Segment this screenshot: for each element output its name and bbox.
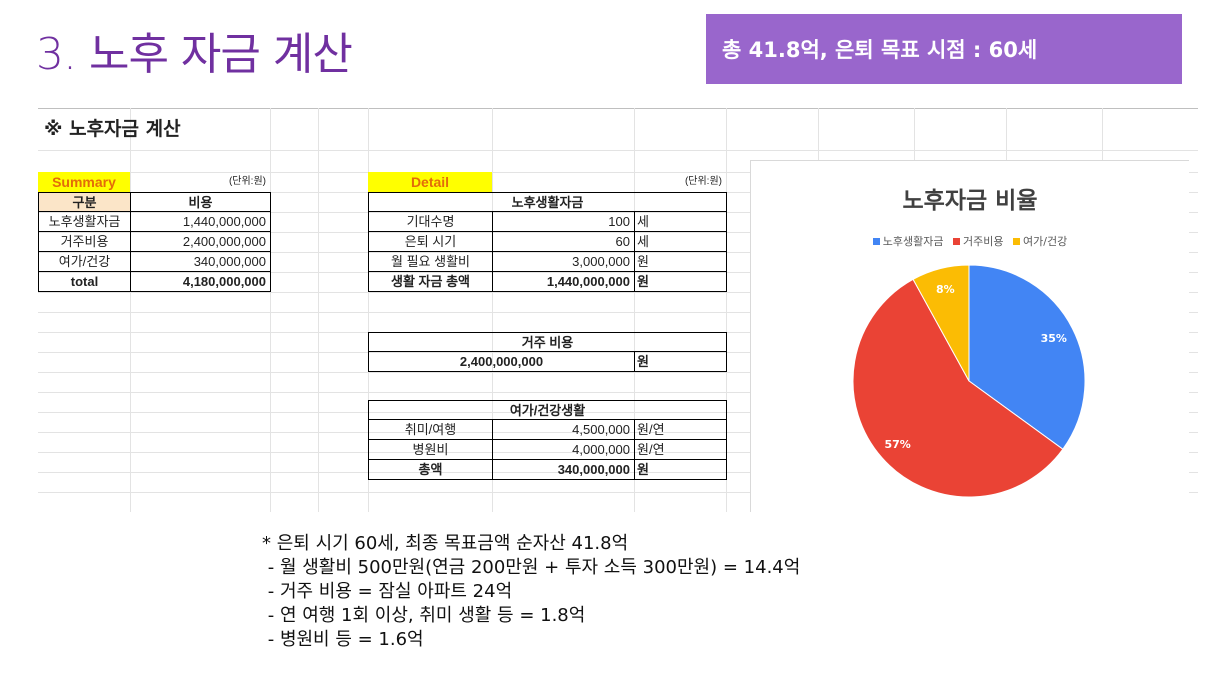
gridline (38, 272, 1198, 273)
gridline (38, 292, 1198, 293)
gridline (634, 108, 635, 512)
gridline (38, 492, 1198, 493)
chart-title: 노후자금 비율 (902, 188, 1038, 214)
legend-item: 여가/건강 (1013, 233, 1067, 249)
living-total-label: 생활 자금 총액 (368, 272, 493, 292)
living-row-label: 은퇴 시기 (368, 232, 493, 252)
legend-item: 노후생활자금 (872, 233, 944, 249)
housing-unit: 원 (634, 352, 727, 372)
pie-chart-panel: 노후자금 비율 노후생활자금 거주비용 여가/건강 35% 57% 8% (750, 160, 1189, 512)
pie-label-2: 57% (884, 438, 910, 451)
summary-badge: 총 41.8억, 은퇴 목표 시점 : 60세 (706, 14, 1182, 84)
leisure-total-value: 340,000,000 (492, 460, 635, 480)
living-row-label: 기대수명 (368, 212, 493, 232)
notes: * 은퇴 시기 60세, 최종 목표금액 순자산 41.8억 - 월 생활비 5… (262, 532, 800, 652)
summary-tag: Summary (38, 172, 130, 192)
gridline (492, 108, 493, 512)
leisure-row-unit: 원/연 (634, 440, 727, 460)
leisure-title: 여가/건강생활 (368, 400, 727, 420)
note-line: * 은퇴 시기 60세, 최종 목표금액 순자산 41.8억 (262, 533, 629, 554)
leisure-row-label: 병원비 (368, 440, 493, 460)
gridline (38, 412, 1198, 413)
summary-row-label: 여가/건강 (38, 252, 131, 272)
summary-row-value: 340,000,000 (130, 252, 271, 272)
legend-swatch (1013, 238, 1021, 245)
living-row-value: 3,000,000 (492, 252, 635, 272)
living-row-value: 100 (492, 212, 635, 232)
note-line: - 병원비 등 = 1.6억 (262, 629, 424, 650)
pie-slice-1 (968, 264, 1086, 450)
note-line: - 거주 비용 = 잠실 아파트 24억 (262, 581, 513, 602)
summary-header-category: 구분 (38, 192, 131, 212)
gridline (38, 252, 1198, 253)
living-row-unit: 원 (634, 252, 727, 272)
housing-title: 거주 비용 (368, 332, 727, 352)
gridline (38, 392, 1198, 393)
living-row-unit: 세 (634, 232, 727, 252)
legend-label: 여가/건강 (1023, 235, 1068, 248)
living-total-unit: 원 (634, 272, 727, 292)
spreadsheet: ※ 노후자금 계산 Summary (단위:원) 구분 비용 노후생활자금 1,… (38, 108, 1198, 512)
gridline (38, 352, 1198, 353)
gridline (38, 312, 1198, 313)
summary-row-label: 노후생활자금 (38, 212, 131, 232)
living-total-value: 1,440,000,000 (492, 272, 635, 292)
gridline (368, 108, 369, 512)
pie-slice-2 (852, 278, 1064, 498)
detail-tag: Detail (368, 172, 492, 192)
sheet-heading: ※ 노후자금 계산 (44, 118, 181, 140)
living-row-label: 월 필요 생활비 (368, 252, 493, 272)
legend-item: 거주비용 (953, 233, 1004, 249)
gridline (38, 432, 1198, 433)
pie-chart: 35% 57% 8% (852, 264, 1086, 498)
legend-swatch (872, 238, 880, 245)
summary-header-cost: 비용 (130, 192, 271, 212)
gridline (38, 212, 1198, 213)
summary-total-label: total (38, 272, 131, 292)
summary-row-value: 1,440,000,000 (130, 212, 271, 232)
housing-value: 2,400,000,000 (368, 352, 635, 372)
gridline (38, 472, 1198, 473)
detail-unit: (단위:원) (684, 176, 722, 187)
living-row-unit: 세 (634, 212, 727, 232)
summary-unit: (단위:원) (228, 176, 266, 187)
gridline (318, 108, 319, 512)
gridline (38, 372, 1198, 373)
summary-row-value: 2,400,000,000 (130, 232, 271, 252)
summary-total-value: 4,180,000,000 (130, 272, 271, 292)
gridline (38, 172, 1198, 173)
sheet-top-border (38, 108, 1198, 109)
gridline (38, 232, 1198, 233)
gridline (130, 108, 131, 512)
living-title: 노후생활자금 (368, 192, 727, 212)
gridline (38, 452, 1198, 453)
legend-swatch (953, 238, 961, 245)
note-line: - 연 여행 1회 이상, 취미 생활 등 = 1.8억 (262, 605, 586, 626)
gridline (726, 108, 727, 512)
leisure-row-value: 4,500,000 (492, 420, 635, 440)
chart-legend: 노후생활자금 거주비용 여가/건강 (751, 233, 1189, 249)
leisure-row-unit: 원/연 (634, 420, 727, 440)
gridline (270, 108, 271, 512)
leisure-row-value: 4,000,000 (492, 440, 635, 460)
note-line: - 월 생활비 500만원(연금 200만원 + 투자 소득 300만원) = … (262, 557, 801, 578)
slide-title: 3. 노후 자금 계산 (36, 29, 353, 80)
pie-label-3: 8% (936, 283, 955, 296)
leisure-total-label: 총액 (368, 460, 493, 480)
pie-label-1: 35% (1041, 332, 1067, 345)
leisure-row-label: 취미/여행 (368, 420, 493, 440)
living-row-value: 60 (492, 232, 635, 252)
legend-label: 노후생활자금 (882, 235, 944, 248)
leisure-total-unit: 원 (634, 460, 727, 480)
legend-label: 거주비용 (963, 235, 1004, 248)
pie-slice-3 (912, 264, 970, 382)
gridline (38, 150, 1198, 151)
summary-row-label: 거주비용 (38, 232, 131, 252)
